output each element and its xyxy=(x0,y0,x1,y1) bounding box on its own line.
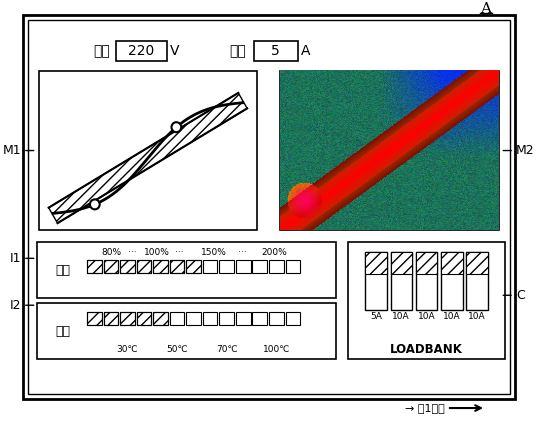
Text: 80%: 80% xyxy=(101,248,122,257)
Bar xyxy=(153,312,168,325)
Bar xyxy=(236,312,251,325)
Text: 5A: 5A xyxy=(370,312,382,321)
Bar xyxy=(87,312,102,325)
Bar xyxy=(365,252,387,310)
Bar xyxy=(441,252,463,310)
Text: 100%: 100% xyxy=(144,248,170,257)
Text: 10A: 10A xyxy=(443,312,461,321)
Bar xyxy=(186,260,201,273)
Bar xyxy=(280,71,499,230)
Text: A: A xyxy=(301,44,311,58)
Bar xyxy=(28,20,510,394)
Text: V: V xyxy=(170,44,179,58)
Bar xyxy=(236,260,251,273)
Bar xyxy=(39,71,257,230)
Bar xyxy=(466,252,488,274)
Bar xyxy=(104,312,118,325)
Bar xyxy=(104,312,118,325)
Bar xyxy=(416,252,437,310)
Bar xyxy=(37,242,336,298)
Bar xyxy=(120,260,135,273)
Text: M2: M2 xyxy=(516,144,535,157)
Text: ···: ··· xyxy=(175,248,184,257)
Bar xyxy=(120,260,135,273)
Text: A: A xyxy=(480,2,491,16)
Bar xyxy=(37,303,336,359)
Bar xyxy=(170,260,185,273)
Bar xyxy=(137,312,151,325)
Bar xyxy=(286,260,300,273)
Bar xyxy=(153,312,168,325)
Bar xyxy=(120,312,135,325)
Bar xyxy=(254,41,298,61)
Text: ···: ··· xyxy=(238,248,247,257)
Circle shape xyxy=(172,122,181,132)
Text: 150%: 150% xyxy=(201,248,226,257)
Text: 5: 5 xyxy=(272,44,280,58)
Text: 50℃: 50℃ xyxy=(166,345,188,354)
Bar xyxy=(153,260,168,273)
Bar xyxy=(269,260,284,273)
Bar xyxy=(391,252,412,274)
Bar xyxy=(186,312,201,325)
Text: 30℃: 30℃ xyxy=(117,345,138,354)
Bar xyxy=(87,260,102,273)
Text: 온도: 온도 xyxy=(55,325,70,338)
Bar xyxy=(252,260,267,273)
Bar xyxy=(269,312,284,325)
Bar xyxy=(286,312,300,325)
Text: C: C xyxy=(516,289,525,302)
Circle shape xyxy=(90,200,100,209)
Text: 전압: 전압 xyxy=(93,44,110,58)
Bar xyxy=(416,252,437,274)
Text: 70℃: 70℃ xyxy=(216,345,237,354)
Text: → 제1방향: → 제1방향 xyxy=(405,403,445,413)
Bar xyxy=(203,260,217,273)
Text: LOADBANK: LOADBANK xyxy=(390,343,463,356)
Bar xyxy=(137,260,151,273)
Polygon shape xyxy=(48,93,247,223)
Bar xyxy=(220,260,234,273)
Text: ···: ··· xyxy=(128,248,136,257)
Bar xyxy=(170,260,185,273)
Text: 100℃: 100℃ xyxy=(263,345,290,354)
Text: I2: I2 xyxy=(10,299,21,312)
Text: I1: I1 xyxy=(10,252,21,265)
Bar xyxy=(87,260,102,273)
Text: 220: 220 xyxy=(129,44,155,58)
Text: M1: M1 xyxy=(2,144,21,157)
Text: 전류: 전류 xyxy=(230,44,246,58)
Bar xyxy=(203,312,217,325)
Bar xyxy=(104,260,118,273)
Bar xyxy=(186,260,201,273)
Bar xyxy=(170,312,185,325)
Bar xyxy=(137,312,151,325)
Bar xyxy=(87,312,102,325)
Text: 200%: 200% xyxy=(261,248,287,257)
Text: 10A: 10A xyxy=(468,312,486,321)
Bar xyxy=(220,312,234,325)
Bar xyxy=(137,260,151,273)
Bar xyxy=(441,252,463,274)
Bar xyxy=(153,260,168,273)
Text: 전류: 전류 xyxy=(55,264,70,277)
Text: 10A: 10A xyxy=(392,312,410,321)
Bar xyxy=(116,41,167,61)
Bar xyxy=(365,252,387,274)
Bar xyxy=(252,312,267,325)
Bar xyxy=(466,252,488,310)
Text: 10A: 10A xyxy=(417,312,435,321)
Bar xyxy=(104,260,118,273)
Bar xyxy=(391,252,412,310)
Bar xyxy=(348,242,505,359)
Bar xyxy=(120,312,135,325)
